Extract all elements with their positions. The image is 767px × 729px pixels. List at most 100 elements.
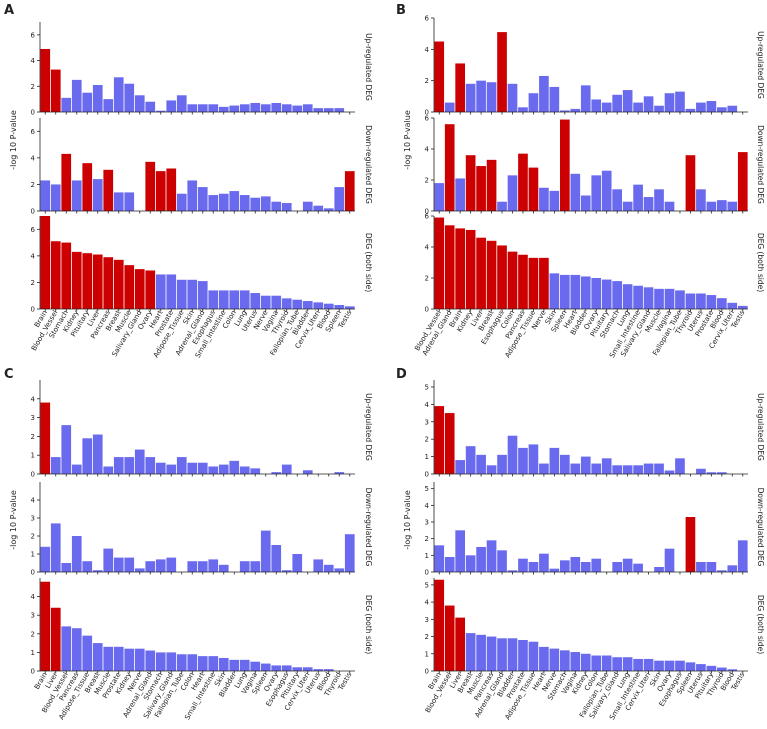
y-tick-label: 3 (425, 418, 429, 426)
bar-brain (455, 228, 465, 309)
subplot-both: 0 2 4 6 DEG (both side) (425, 213, 765, 314)
y-tick-label: 3 (31, 515, 35, 523)
panel-letter: A (4, 3, 14, 18)
bar-uterus (696, 562, 706, 572)
subplot-both: 0 1 2 3 4 DEG (both side) (31, 578, 373, 676)
bar-uterus (696, 102, 706, 112)
row-label: Up-regulated DEG (756, 393, 765, 461)
panel-a: A -log 10 P-value 0 2 4 6 Up-regulated DEG 0 2 4 6… (4, 3, 373, 359)
bar-blood (717, 200, 727, 211)
subplot-down: 0 1 2 3 4 5 Down-regulated DEG (425, 482, 765, 577)
y-tick-label: 2 (425, 535, 429, 543)
bar-small-intestine (218, 193, 229, 211)
bar-ovary (591, 175, 602, 211)
bar-vagina (570, 463, 581, 474)
bar-cervix-uteri (643, 658, 654, 671)
panel-d: D -log 10 P-value 0 1 2 3 4 5 Up-regulated DEG 0 1… (396, 367, 765, 721)
bar-lung (622, 558, 633, 572)
bar-lung (239, 290, 250, 309)
bar-kidney (465, 229, 476, 309)
bar-cervix-uteri (727, 302, 738, 309)
bar-spleen (260, 663, 271, 671)
bar-adrenal-gland (145, 650, 156, 671)
bar-pituitary (82, 92, 93, 112)
bar-pituitary (601, 170, 612, 211)
bar-salivary-gland (643, 197, 654, 211)
bar-lung (622, 465, 633, 474)
bar-pancreas (71, 536, 82, 572)
bar-salivary-gland (612, 562, 622, 572)
bar-adrenal-gland (444, 124, 455, 211)
bar-brain (455, 63, 465, 112)
bar-liver (455, 460, 465, 474)
bar-blood (323, 669, 334, 671)
bar-uterus (250, 197, 261, 211)
bar-skin (654, 567, 664, 572)
bar-bladder (580, 85, 591, 112)
bar-pituitary (82, 253, 93, 309)
bar-blood (727, 565, 738, 572)
bar-esophagus (208, 195, 219, 211)
bar-testis (737, 152, 748, 211)
subplot-down: 0 1 2 3 4 Down-regulated DEG (31, 482, 373, 577)
bar-colon (507, 83, 518, 112)
bar-skin (654, 660, 664, 671)
y-tick-label: 0 (425, 109, 429, 117)
bar-salivary-gland (643, 96, 654, 112)
y-tick-label: 0 (31, 109, 35, 117)
bar-skin (187, 180, 198, 211)
y-axis-label: -log 10 P-value (403, 110, 412, 170)
bar-adipose-tissue (528, 93, 539, 112)
bar-small-intestine (218, 106, 229, 112)
bar-prostate (518, 558, 528, 572)
bar-esophagus (497, 201, 507, 211)
bar-adrenal-gland (197, 281, 208, 309)
bar-liver (476, 80, 486, 112)
bar-liver (92, 254, 103, 309)
y-tick-label: 0 (31, 569, 35, 577)
bar-blood-vessel (50, 184, 61, 211)
bar-pancreas (486, 465, 497, 474)
bar-spleen (685, 662, 696, 671)
bar-skin (654, 463, 664, 474)
bar-fallopian-tube (675, 290, 685, 309)
bar-blood-vessel (434, 217, 445, 309)
y-axis-label: -log 10 P-value (9, 490, 18, 550)
bar-blood-vessel (434, 183, 445, 211)
y-tick-label: 2 (425, 177, 429, 185)
bar-small-intestine (633, 563, 643, 572)
bar-spleen (260, 530, 271, 572)
bar-liver (92, 85, 103, 112)
bar-kidney (580, 456, 591, 474)
panel-letter: D (396, 367, 407, 382)
bar-pituitary (82, 163, 93, 211)
bar-vagina (250, 561, 261, 572)
bar-blood (323, 303, 334, 309)
y-tick-label: 4 (31, 57, 36, 65)
bar-thyroid (334, 568, 345, 572)
bar-thyroid (281, 203, 292, 211)
bar-pituitary (292, 554, 303, 572)
bar-colon (187, 561, 198, 572)
bar-bladder (507, 638, 518, 671)
y-tick-label: 6 (31, 31, 36, 39)
bar-esophagus (208, 290, 219, 309)
bar-stomach (61, 97, 72, 112)
bar-pituitary (601, 102, 612, 112)
y-tick-label: 2 (425, 633, 429, 641)
bar-small-intestine (208, 559, 219, 572)
bar-pancreas (518, 107, 528, 112)
bar-skin (549, 86, 560, 112)
bar-kidney (124, 557, 135, 572)
bar-fallopian-tube (176, 654, 187, 671)
bar-colon (229, 191, 240, 211)
bar-spleen (560, 110, 570, 112)
bar-ovary (271, 665, 282, 671)
bar-adrenal-gland (497, 550, 507, 572)
bar-ovary (591, 99, 602, 112)
bar-thyroid (281, 298, 292, 309)
y-tick-label: 4 (31, 593, 36, 601)
y-tick-label: 3 (31, 414, 35, 422)
bar-salivary-gland (643, 287, 654, 309)
bar-liver (455, 530, 465, 572)
